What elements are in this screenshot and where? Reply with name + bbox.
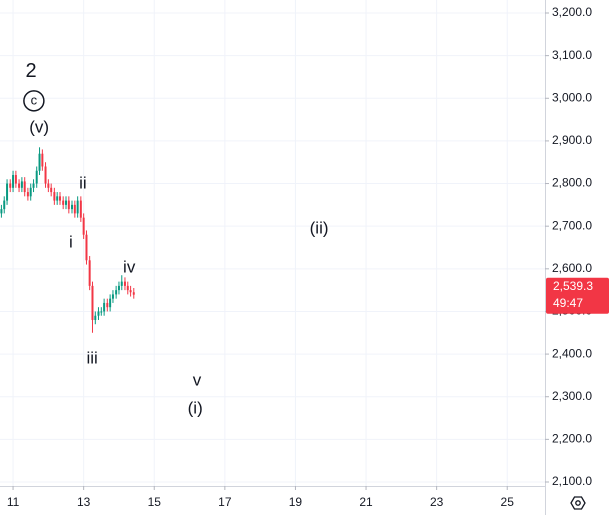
wave-label: (v) (29, 118, 49, 137)
candle-body (20, 181, 23, 188)
candle-body (67, 200, 70, 210)
candle-body (56, 196, 59, 201)
candle-body (73, 204, 76, 214)
candle-body (65, 200, 68, 205)
y-tick-label: 2,100.0 (552, 474, 592, 488)
candle-body (29, 187, 32, 197)
candle-body (126, 285, 129, 291)
price-badge-label: 2,539.3 (553, 279, 593, 293)
y-tick-label: 3,200.0 (552, 5, 592, 19)
y-tick-label: 2,900.0 (552, 133, 592, 147)
candle-body (38, 153, 41, 171)
candle-body (111, 294, 114, 299)
wave-label: (i) (188, 399, 203, 418)
x-tick-label: 23 (430, 495, 444, 509)
candle-body (6, 183, 9, 201)
candle-body (79, 200, 82, 218)
candle-body (35, 170, 38, 184)
settings-box[interactable] (563, 492, 593, 514)
candle-body (120, 281, 123, 286)
wave-label: ii (79, 173, 87, 192)
candle-body (85, 234, 88, 261)
y-tick-label: 3,100.0 (552, 48, 592, 62)
x-tick-label: 15 (148, 495, 162, 509)
x-tick-label: 11 (7, 495, 20, 509)
candle-body (100, 311, 103, 313)
x-tick-label: 17 (218, 495, 232, 509)
candle-body (18, 183, 21, 188)
candle-body (123, 281, 126, 286)
wave-label: iii (86, 348, 97, 367)
candle-body (47, 183, 50, 188)
candle-body (132, 292, 135, 295)
x-tick-label: 25 (501, 495, 515, 509)
settings-button[interactable] (563, 492, 593, 514)
candle-body (50, 187, 53, 193)
candle-body (94, 315, 97, 320)
x-tick-label: 19 (289, 495, 303, 509)
wave-label: i (69, 232, 73, 251)
candle-body (106, 302, 109, 308)
candle-body (91, 285, 94, 320)
annotation-circle (23, 90, 45, 112)
candle-body (103, 302, 106, 312)
candle-body (53, 192, 56, 201)
candle-body (117, 285, 120, 291)
candle-body (0, 209, 3, 214)
y-tick-label: 2,400.0 (552, 346, 592, 360)
wave-label: v (193, 370, 202, 389)
candle-body (115, 290, 118, 295)
settings-icon[interactable] (570, 496, 586, 510)
candle-body (59, 196, 62, 201)
settings-icon-dot[interactable] (575, 500, 581, 506)
candle-body (12, 175, 15, 188)
candle-body (26, 192, 29, 197)
y-tick-label: 2,800.0 (552, 176, 592, 190)
y-tick-label: 2,300.0 (552, 389, 592, 403)
y-tick-label: 3,000.0 (552, 90, 592, 104)
candle-body (44, 166, 47, 184)
x-tick-label: 13 (77, 495, 91, 509)
candle-body (41, 153, 44, 167)
y-tick-label: 2,200.0 (552, 432, 592, 446)
wave-label: c (31, 92, 38, 107)
candle-body (97, 311, 100, 316)
candle-body (88, 260, 91, 286)
candle-body (76, 200, 79, 214)
y-tick-label: 2,700.0 (552, 218, 592, 232)
candle-body (62, 200, 65, 205)
candle-body (3, 200, 6, 210)
candle-body (82, 217, 85, 235)
candle-body (32, 183, 35, 188)
wave-label: iv (123, 257, 136, 276)
wave-label: (ii) (310, 219, 329, 238)
x-tick-label: 21 (359, 495, 373, 509)
candle-body (109, 298, 112, 308)
wave-label: 2 (25, 60, 36, 82)
candle-body (9, 183, 12, 188)
candle-body (71, 204, 74, 210)
y-tick-label: 2,600.0 (552, 261, 592, 275)
price-badge (546, 277, 609, 314)
candle-body (14, 175, 17, 184)
candle-body (23, 181, 26, 193)
price-countdown: 49:47 (553, 296, 583, 310)
candle-body (129, 290, 132, 293)
